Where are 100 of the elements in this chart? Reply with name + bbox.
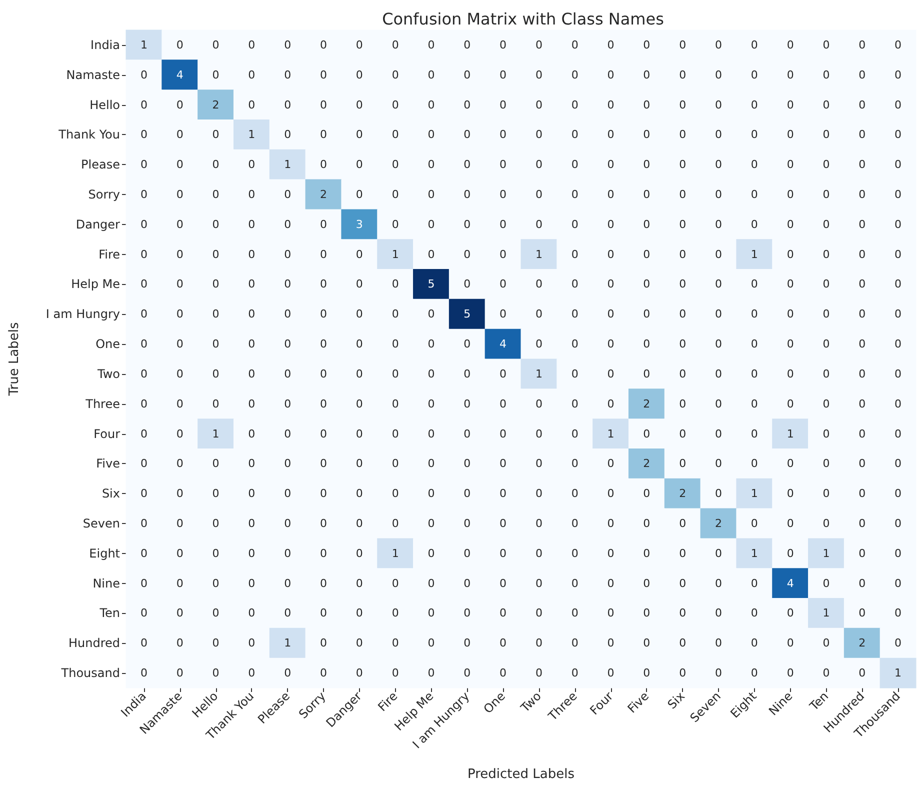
data-label: 0 (212, 367, 220, 380)
data-label: 0 (822, 38, 830, 52)
data-label: 0 (284, 427, 292, 440)
data-label: 0 (284, 308, 292, 321)
y-axis-title: True Labels (7, 322, 22, 397)
data-label: 0 (535, 457, 542, 470)
data-label: 0 (356, 666, 363, 680)
data-label: 0 (571, 68, 578, 82)
data-label: 0 (284, 397, 292, 410)
data-label: 0 (176, 338, 184, 351)
data-label: 0 (212, 158, 220, 172)
data-label: 0 (535, 576, 542, 590)
data-label: 0 (894, 397, 902, 410)
data-label: 0 (607, 68, 614, 82)
data-label: 0 (500, 367, 507, 380)
data-label: 1 (822, 546, 830, 560)
data-label: 0 (176, 278, 184, 291)
data-label: 0 (212, 606, 220, 620)
data-label: 0 (750, 636, 758, 650)
data-label: 0 (392, 427, 399, 440)
data-label: 0 (858, 397, 866, 410)
data-label: 0 (715, 367, 722, 380)
data-label: 0 (750, 188, 758, 201)
data-label: 0 (140, 68, 148, 82)
data-label: 0 (715, 338, 722, 351)
data-label: 0 (176, 308, 184, 321)
data-label: 0 (464, 188, 471, 201)
data-label: 0 (858, 38, 866, 52)
data-label: 0 (428, 636, 435, 650)
data-label: 0 (571, 606, 578, 620)
data-label: 0 (858, 308, 866, 321)
data-label: 2 (679, 487, 686, 500)
data-label: 0 (284, 278, 292, 291)
data-label: 0 (750, 666, 758, 680)
data-label: 0 (212, 576, 220, 590)
data-label: 0 (607, 38, 614, 52)
data-label: 0 (284, 487, 292, 500)
data-label: 0 (500, 68, 507, 82)
data-label: 0 (607, 158, 614, 172)
data-label: 0 (392, 636, 399, 650)
data-label: 0 (786, 68, 794, 82)
data-label: 0 (786, 546, 794, 560)
y-tick-label: Four (94, 426, 120, 441)
data-label: 0 (284, 248, 292, 261)
data-label: 0 (140, 248, 148, 261)
data-label: 0 (500, 98, 507, 112)
data-label: 0 (715, 546, 722, 560)
data-label: 0 (750, 338, 758, 351)
data-label: 0 (535, 188, 542, 201)
data-label: 0 (786, 517, 794, 530)
data-label: 0 (643, 338, 650, 351)
data-label: 0 (571, 338, 578, 351)
data-label: 0 (571, 666, 578, 680)
data-label: 0 (643, 517, 650, 530)
data-label: 0 (428, 98, 435, 112)
data-label: 0 (571, 248, 578, 261)
data-label: 0 (858, 248, 866, 261)
data-label: 0 (786, 487, 794, 500)
data-label: 0 (392, 666, 399, 680)
data-label: 0 (786, 397, 794, 410)
data-label: 0 (392, 98, 399, 112)
data-label: 0 (858, 367, 866, 380)
data-label: 0 (715, 38, 722, 52)
data-label: 0 (822, 427, 830, 440)
data-label: 0 (392, 188, 399, 201)
data-label: 0 (894, 38, 902, 52)
data-label: 0 (284, 606, 292, 620)
data-label: 0 (858, 188, 866, 201)
data-label: 0 (679, 427, 686, 440)
data-label: 0 (571, 308, 578, 321)
data-label: 0 (464, 38, 471, 52)
data-label: 0 (284, 98, 292, 112)
data-label: 0 (212, 636, 220, 650)
data-label: 0 (464, 278, 471, 291)
data-label: 0 (607, 457, 614, 470)
data-label: 1 (786, 427, 794, 440)
data-label: 0 (392, 576, 399, 590)
data-label: 1 (392, 248, 399, 261)
data-label: 0 (284, 68, 292, 82)
data-label: 0 (894, 427, 902, 440)
data-label: 0 (176, 98, 184, 112)
data-label: 0 (428, 128, 435, 142)
data-label: 0 (679, 248, 686, 261)
data-label: 0 (750, 397, 758, 410)
data-label: 0 (571, 636, 578, 650)
data-label: 0 (320, 397, 327, 410)
data-label: 0 (212, 68, 220, 82)
data-label: 0 (894, 487, 902, 500)
data-label: 0 (176, 487, 184, 500)
data-label: 0 (212, 128, 220, 142)
data-label: 0 (140, 576, 148, 590)
data-label: 0 (176, 576, 184, 590)
data-label: 0 (248, 98, 256, 112)
data-label: 0 (392, 68, 399, 82)
data-label: 0 (464, 576, 471, 590)
data-label: 0 (320, 38, 327, 52)
data-label: 0 (571, 38, 578, 52)
data-label: 0 (356, 38, 363, 52)
data-label: 0 (392, 128, 399, 142)
data-label: 0 (679, 218, 686, 231)
